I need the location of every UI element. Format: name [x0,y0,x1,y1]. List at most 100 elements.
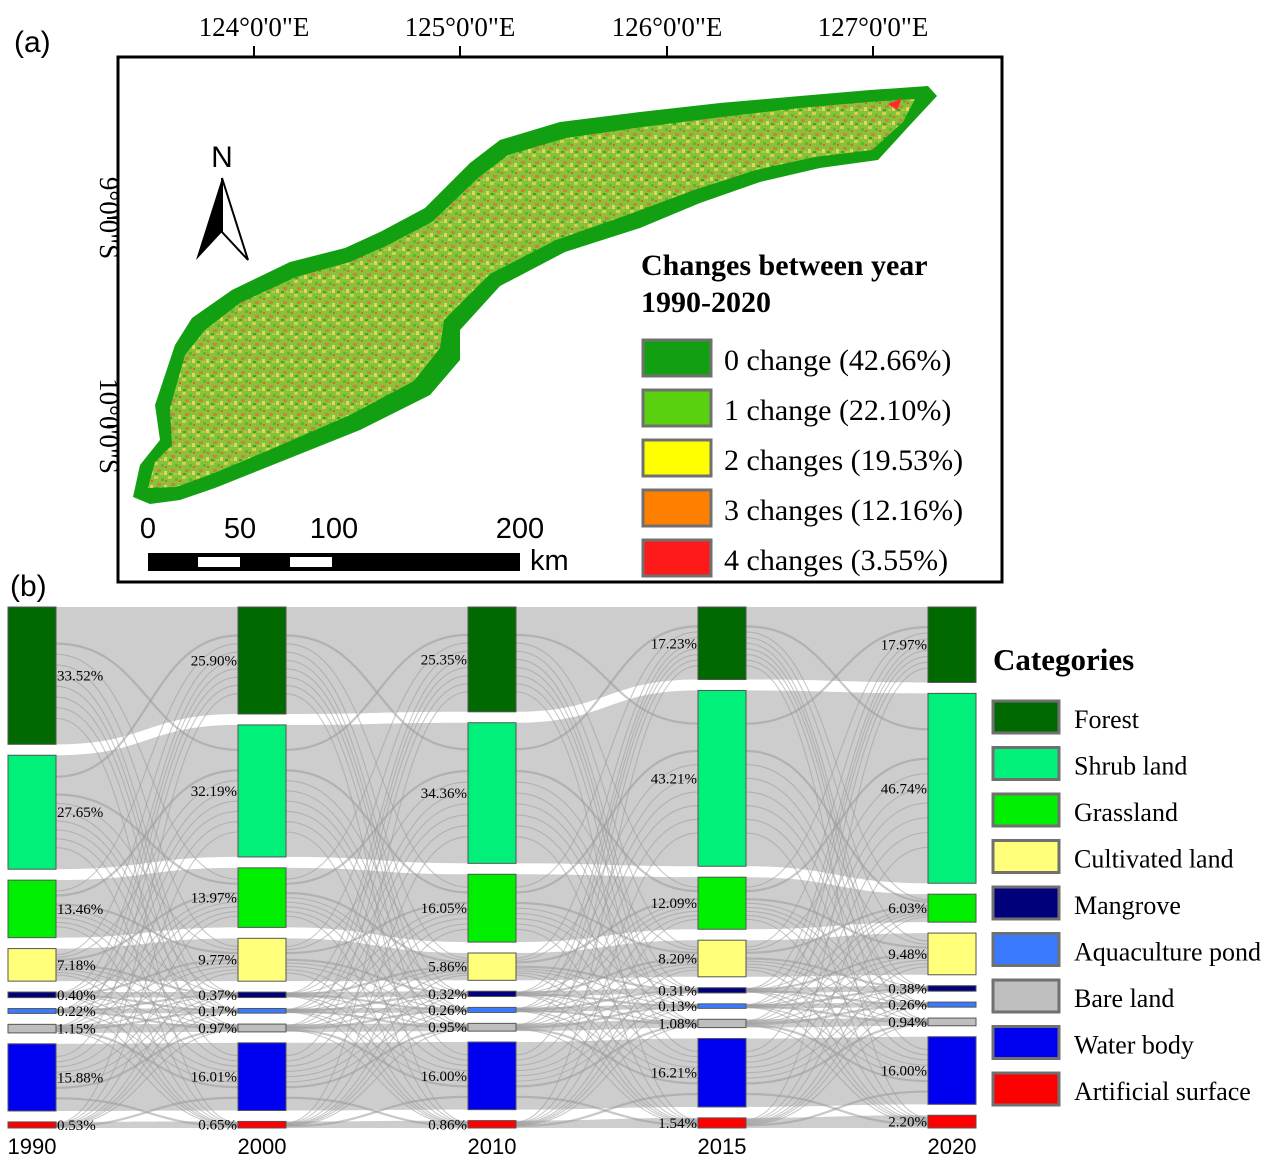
sankey-flow-link [55,831,239,1125]
sankey-flow-link [55,664,239,947]
category-label: Aquaculture pond [1074,938,1261,967]
sankey-value-label: 0.97% [198,1021,237,1037]
sankey-flow-link [515,969,699,1125]
sankey-flow-link [515,642,699,888]
sankey-flow-link [55,903,239,955]
sankey-flow-link [515,642,699,993]
sankey-value-label: 0.40% [57,988,96,1004]
sankey-value-label: 0.53% [57,1118,96,1134]
map-legend-swatch [641,438,713,478]
sankey-flow-link [745,916,929,1122]
sankey-flow-link [285,1029,469,1127]
category-swatch [991,1025,1061,1060]
sankey-node [237,1007,287,1014]
sankey-flow-link [515,1006,699,1082]
sankey-value-label: 43.21% [651,771,697,787]
sankey-nodes [7,606,977,1129]
sankey-flow-link [285,683,469,1057]
sankey-flow-link [55,769,239,897]
sankey-node [7,1043,57,1112]
sankey-node [927,893,977,923]
sankey-flow-link [745,650,929,1006]
scale-label-100: 100 [310,513,358,545]
sankey-value-label: 12.09% [651,896,697,912]
map-legend-swatch [641,538,713,578]
sankey-flow-band [746,1115,928,1128]
sankey-flow-link [55,800,239,1011]
sankey-flow-link [745,1005,929,1079]
sankey-flow-link [515,667,699,1006]
sankey-flow-link [285,675,469,1027]
sankey-flow-link [745,631,929,901]
sankey-value-label: 0.37% [198,988,237,1004]
sankey-flow-link [515,901,699,954]
sankey-flow-link [55,908,239,995]
sankey-node [697,689,747,867]
sankey-flow-link [745,791,929,1004]
sankey-value-label: 13.46% [57,902,103,918]
sankey-flow-link [745,1022,929,1085]
sankey-node [237,867,287,928]
map-legend-title-line1: Changes between year [641,249,928,282]
sankey-node [467,1041,517,1111]
sankey-value-label: 25.90% [191,654,237,670]
sankey-flow-link [55,642,239,751]
sankey-flow-link [745,764,929,945]
sankey-flow-link [55,901,239,1011]
sankey-value-label: 9.48% [888,947,927,963]
scale-label-50: 50 [224,513,256,545]
sankey-value-label: 0.94% [888,1015,927,1031]
sankey-node [467,606,517,713]
sankey-flow-link [745,904,929,954]
sankey-node [927,1114,977,1129]
category-label: Forest [1074,705,1140,734]
map-legend-label: 2 changes (19.53%) [724,444,963,477]
sankey-flow-link [285,1027,469,1089]
sankey-node [697,939,747,978]
sankey-value-label: 25.35% [421,652,467,668]
category-label: Artificial surface [1074,1077,1251,1106]
sankey-flow-link [515,637,699,959]
sankey-flow-link [515,633,699,725]
map-legend: Changes between year 1990-2020 0 change … [641,249,963,578]
sankey-value-label: 2.20% [888,1115,927,1131]
sankey-flow-link [745,956,929,1007]
sankey-flow-link [285,1095,469,1128]
sankey-node [467,952,517,981]
sankey-flow-link [55,995,239,1126]
sankey-flow-link [285,993,469,1012]
sankey-flow-link [285,667,469,1010]
sankey-flow-band [516,607,698,712]
map-legend-label: 3 changes (12.16%) [724,494,963,527]
sankey-flow-link [55,995,239,1078]
sankey-value-label: 0.22% [57,1004,96,1020]
category-swatch [991,839,1061,874]
sankey-flow-link [55,693,239,1124]
sankey-flow-link [285,1010,469,1083]
sankey-flow-band [746,607,928,683]
sankey-flow-link [745,966,929,1123]
sankey-flow-link [745,989,929,1074]
sankey-flow-link [745,957,929,990]
sankey-node [237,1120,287,1129]
sankey-flow-link [285,897,469,994]
sankey-flow-link [285,1010,469,1126]
sankey-flow-link [515,910,699,1027]
sankey-flow-band [516,1117,698,1128]
category-label: Grassland [1074,798,1178,827]
sankey-node [237,1042,287,1112]
sankey-flow-link [745,910,929,1022]
sankey-flow-link [515,648,699,1009]
sankey-flow-link [515,625,699,751]
sankey-node [7,1121,57,1129]
sankey-flow-link [55,971,239,1072]
sankey-flow-link [55,1028,239,1089]
sankey-node [7,948,57,982]
sankey-flow-link [285,968,469,1011]
sankey-node [697,1003,747,1009]
lon-label-124: 124°0'0"E [199,12,310,42]
sankey-node [467,990,517,997]
sankey-node [927,932,977,976]
sankey-value-label: 0.26% [888,998,927,1014]
scale-label-200: 200 [496,513,544,545]
